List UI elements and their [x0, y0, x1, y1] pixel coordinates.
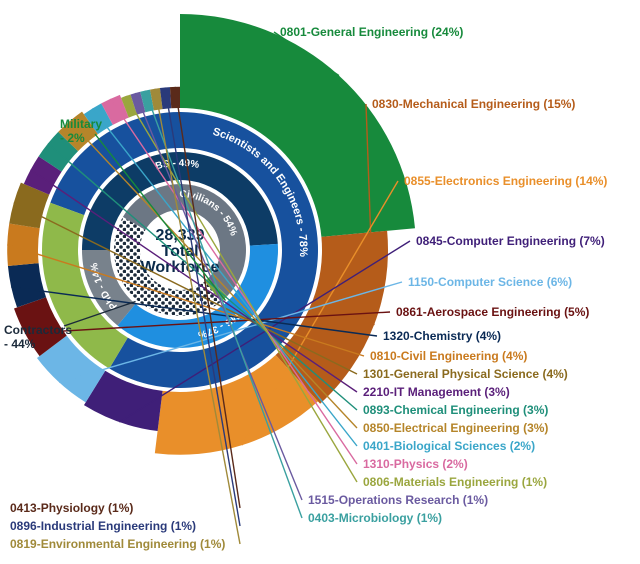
label-1515: 1515-Operations Research (1%)	[308, 493, 488, 507]
label-contractors: Contractors	[4, 323, 72, 337]
label-2210: 2210-IT Management (3%)	[363, 385, 510, 399]
label-0855: 0855-Electronics Engineering (14%)	[404, 174, 607, 188]
label-0403: 0403-Microbiology (1%)	[308, 511, 442, 525]
label-1301: 1301-General Physical Science (4%)	[363, 367, 568, 381]
label-0893: 0893-Chemical Engineering (3%)	[363, 403, 548, 417]
ring4-slice-0810	[7, 223, 39, 265]
label-0850: 0850-Electrical Engineering (3%)	[363, 421, 548, 435]
label-0845: 0845-Computer Engineering (7%)	[416, 234, 605, 248]
sunburst-chart: 28,339TotalWorkforce Civilians - 54%BS -…	[0, 0, 640, 564]
label-military-pct: - 2%	[60, 131, 85, 145]
label-1150: 1150-Computer Science (6%)	[408, 275, 572, 289]
label-0806: 0806-Materials Engineering (1%)	[363, 475, 547, 489]
label-0830: 0830-Mechanical Engineering (15%)	[372, 97, 575, 111]
label-1310: 1310-Physics (2%)	[363, 457, 468, 471]
label-0413: 0413-Physiology (1%)	[10, 501, 133, 515]
label-military: Military	[60, 117, 102, 131]
label-0861: 0861-Aerospace Engineering (5%)	[396, 305, 589, 319]
label-1320: 1320-Chemistry (4%)	[383, 329, 501, 343]
label-0819: 0819-Environmental Engineering (1%)	[10, 537, 225, 551]
label-0801: 0801-General Engineering (24%)	[280, 25, 463, 39]
label-0896: 0896-Industrial Engineering (1%)	[10, 519, 196, 533]
label-0401: 0401-Biological Sciences (2%)	[363, 439, 535, 453]
label-contractors-pct: - 44%	[4, 337, 36, 351]
label-0810: 0810-Civil Engineering (4%)	[370, 349, 527, 363]
